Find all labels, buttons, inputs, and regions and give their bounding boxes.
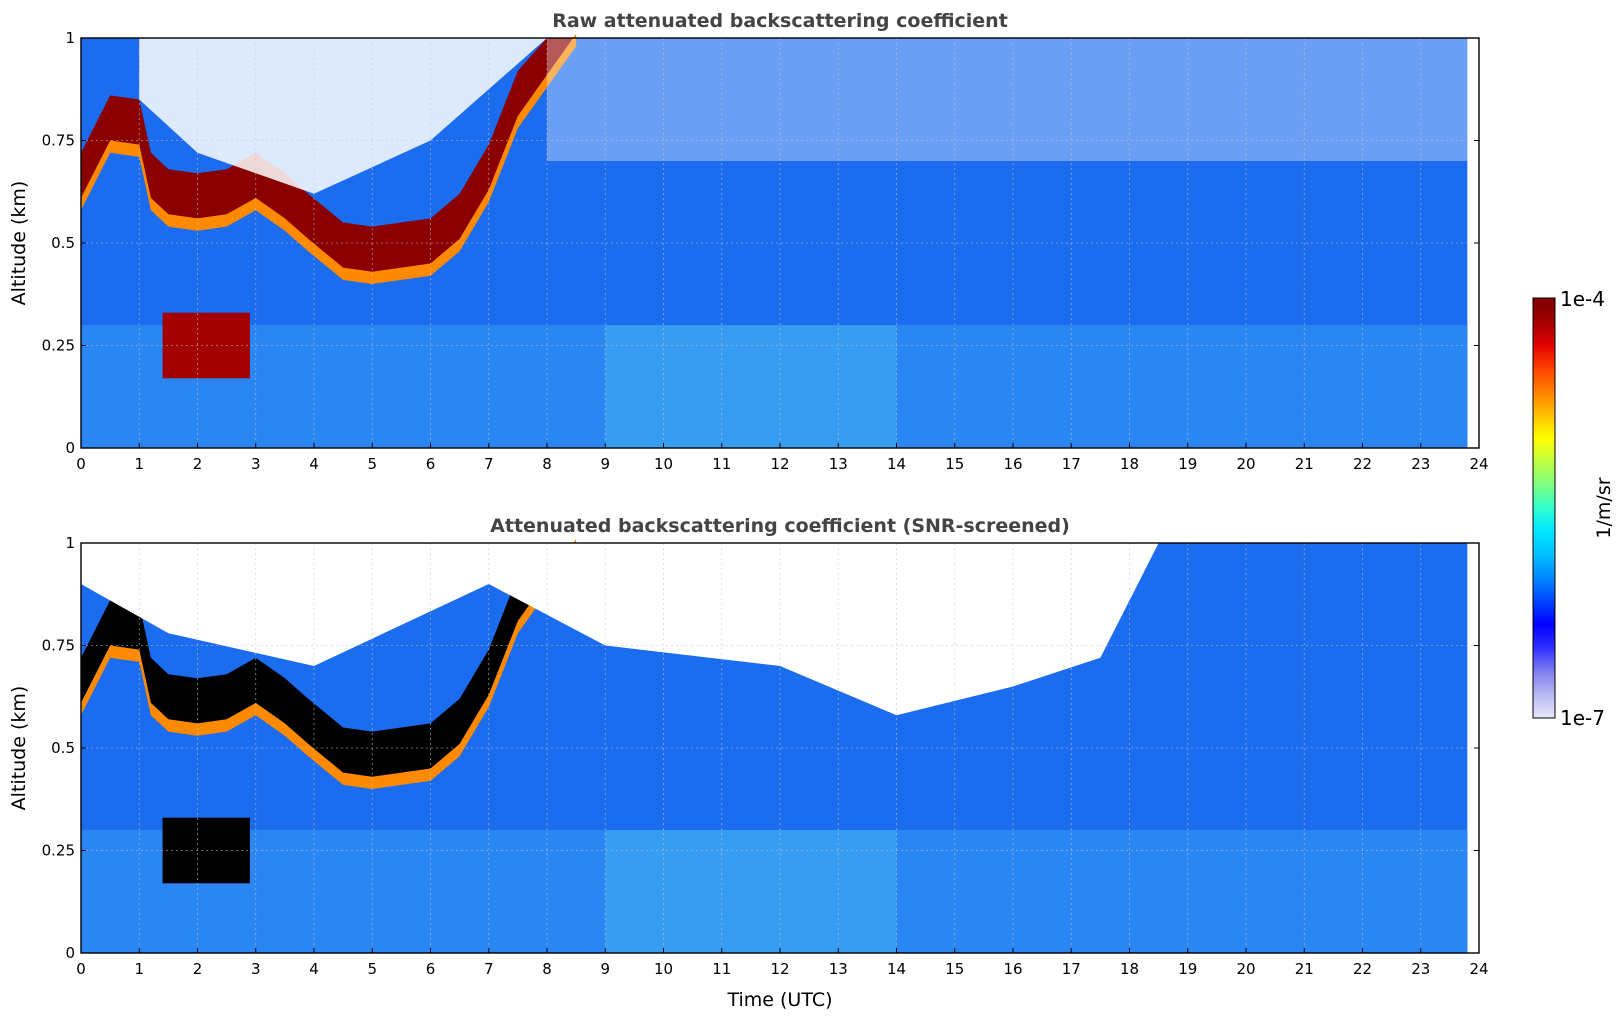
cloud-layer	[81, 543, 577, 781]
x-tick-label: 12	[770, 960, 789, 978]
panel1-plot-area	[81, 33, 1468, 448]
x-tick-label: 7	[484, 960, 494, 978]
x-tick-label: 6	[426, 455, 436, 473]
x-tick-label: 16	[1003, 960, 1022, 978]
cloud-layer	[81, 38, 577, 276]
x-tick-label: 3	[251, 960, 261, 978]
panel1-grid	[81, 38, 1479, 448]
panel-raw: Raw attenuated backscattering coefficien…	[8, 10, 1489, 473]
colorbar-bar	[1532, 297, 1556, 719]
x-tick-label: 9	[600, 455, 610, 473]
x-tick-label: 14	[887, 960, 906, 978]
boundary-layer-peak	[605, 325, 897, 448]
colorbar-max-label: 1e-4	[1560, 287, 1605, 311]
x-tick-label: 11	[712, 455, 731, 473]
y-tick-label: 0.75	[42, 132, 75, 150]
x-tick-label: 15	[945, 455, 964, 473]
x-tick-label: 22	[1353, 960, 1372, 978]
y-tick-label: 0.5	[51, 739, 75, 757]
x-tick-label: 13	[829, 455, 848, 473]
panel2-grid	[81, 543, 1479, 953]
x-tick-label: 0	[76, 960, 86, 978]
x-tick-label: 3	[251, 455, 261, 473]
x-tick-label: 24	[1469, 455, 1488, 473]
x-tick-label: 13	[829, 960, 848, 978]
panel1-y-label: Altitude (km)	[8, 181, 30, 306]
x-tick-label: 10	[654, 960, 673, 978]
x-tick-label: 16	[1003, 455, 1022, 473]
panel2-title: Attenuated backscattering coefficient (S…	[490, 515, 1070, 537]
x-tick-label: 18	[1120, 960, 1139, 978]
x-tick-label: 9	[600, 960, 610, 978]
y-tick-label: 1	[65, 534, 75, 552]
x-tick-label: 15	[945, 960, 964, 978]
y-tick-label: 0.75	[42, 637, 75, 655]
x-tick-label: 0	[76, 455, 86, 473]
x-tick-label: 23	[1411, 455, 1430, 473]
x-tick-label: 20	[1236, 960, 1255, 978]
x-tick-label: 12	[770, 455, 789, 473]
x-tick-label: 22	[1353, 455, 1372, 473]
y-tick-label: 0.25	[42, 842, 75, 860]
x-tick-label: 19	[1178, 455, 1197, 473]
boundary-layer-peak	[605, 830, 897, 953]
panel1-title: Raw attenuated backscattering coefficien…	[552, 10, 1008, 32]
colorbar: 1e-4 1e-7 1/m/sr	[1532, 287, 1615, 730]
x-axis-label: Time (UTC)	[726, 989, 832, 1011]
x-tick-label: 17	[1062, 960, 1081, 978]
panel2-y-ticks: 0 0.25 0.5 0.75 1	[42, 534, 1479, 962]
x-tick-label: 21	[1295, 455, 1314, 473]
panel2-y-label: Altitude (km)	[8, 686, 30, 811]
x-tick-label: 23	[1411, 960, 1430, 978]
cloud-edge	[81, 33, 577, 285]
noise-region	[139, 38, 547, 194]
x-tick-label: 18	[1120, 455, 1139, 473]
x-tick-label: 6	[426, 960, 436, 978]
colorbar-units-label: 1/m/sr	[1593, 477, 1615, 538]
x-tick-label: 11	[712, 960, 731, 978]
y-tick-label: 0	[65, 439, 75, 457]
panel1-x-ticks: 0 1 2 3 4 5 6 7 8 9 10 11 12 13 14 15 16 17 18 19 20 21 22 23 24	[76, 443, 1489, 473]
y-tick-label: 1	[65, 29, 75, 47]
x-tick-label: 24	[1469, 960, 1488, 978]
colorbar-min-label: 1e-7	[1560, 706, 1605, 730]
x-tick-label: 10	[654, 455, 673, 473]
cloud-edge	[81, 538, 577, 789]
panel2-plot-area	[81, 538, 1468, 953]
x-tick-label: 19	[1178, 960, 1197, 978]
x-tick-label: 5	[367, 455, 377, 473]
panel1-y-ticks: 0 0.25 0.5 0.75 1	[42, 29, 1479, 457]
x-tick-label: 2	[193, 960, 203, 978]
y-tick-label: 0	[65, 944, 75, 962]
x-tick-label: 2	[193, 455, 203, 473]
x-tick-label: 5	[367, 960, 377, 978]
x-tick-label: 17	[1062, 455, 1081, 473]
x-tick-label: 14	[887, 455, 906, 473]
x-tick-label: 7	[484, 455, 494, 473]
screened-region	[81, 543, 1159, 716]
x-tick-label: 8	[542, 455, 552, 473]
x-tick-label: 4	[309, 455, 319, 473]
x-tick-label: 21	[1295, 960, 1314, 978]
x-tick-label: 4	[309, 960, 319, 978]
y-tick-label: 0.5	[51, 234, 75, 252]
x-tick-label: 20	[1236, 455, 1255, 473]
noise-speckle	[547, 38, 1468, 161]
x-tick-label: 1	[134, 455, 144, 473]
x-tick-label: 8	[542, 960, 552, 978]
panel2-x-ticks: 0 1 2 3 4 5 6 7 8 9 10 11 12 13 14 15 16 17 18 19 20 21 22 23 24	[76, 948, 1489, 978]
y-tick-label: 0.25	[42, 337, 75, 355]
panel-snr-screened: Attenuated backscattering coefficient (S…	[8, 515, 1489, 1011]
x-tick-label: 1	[134, 960, 144, 978]
